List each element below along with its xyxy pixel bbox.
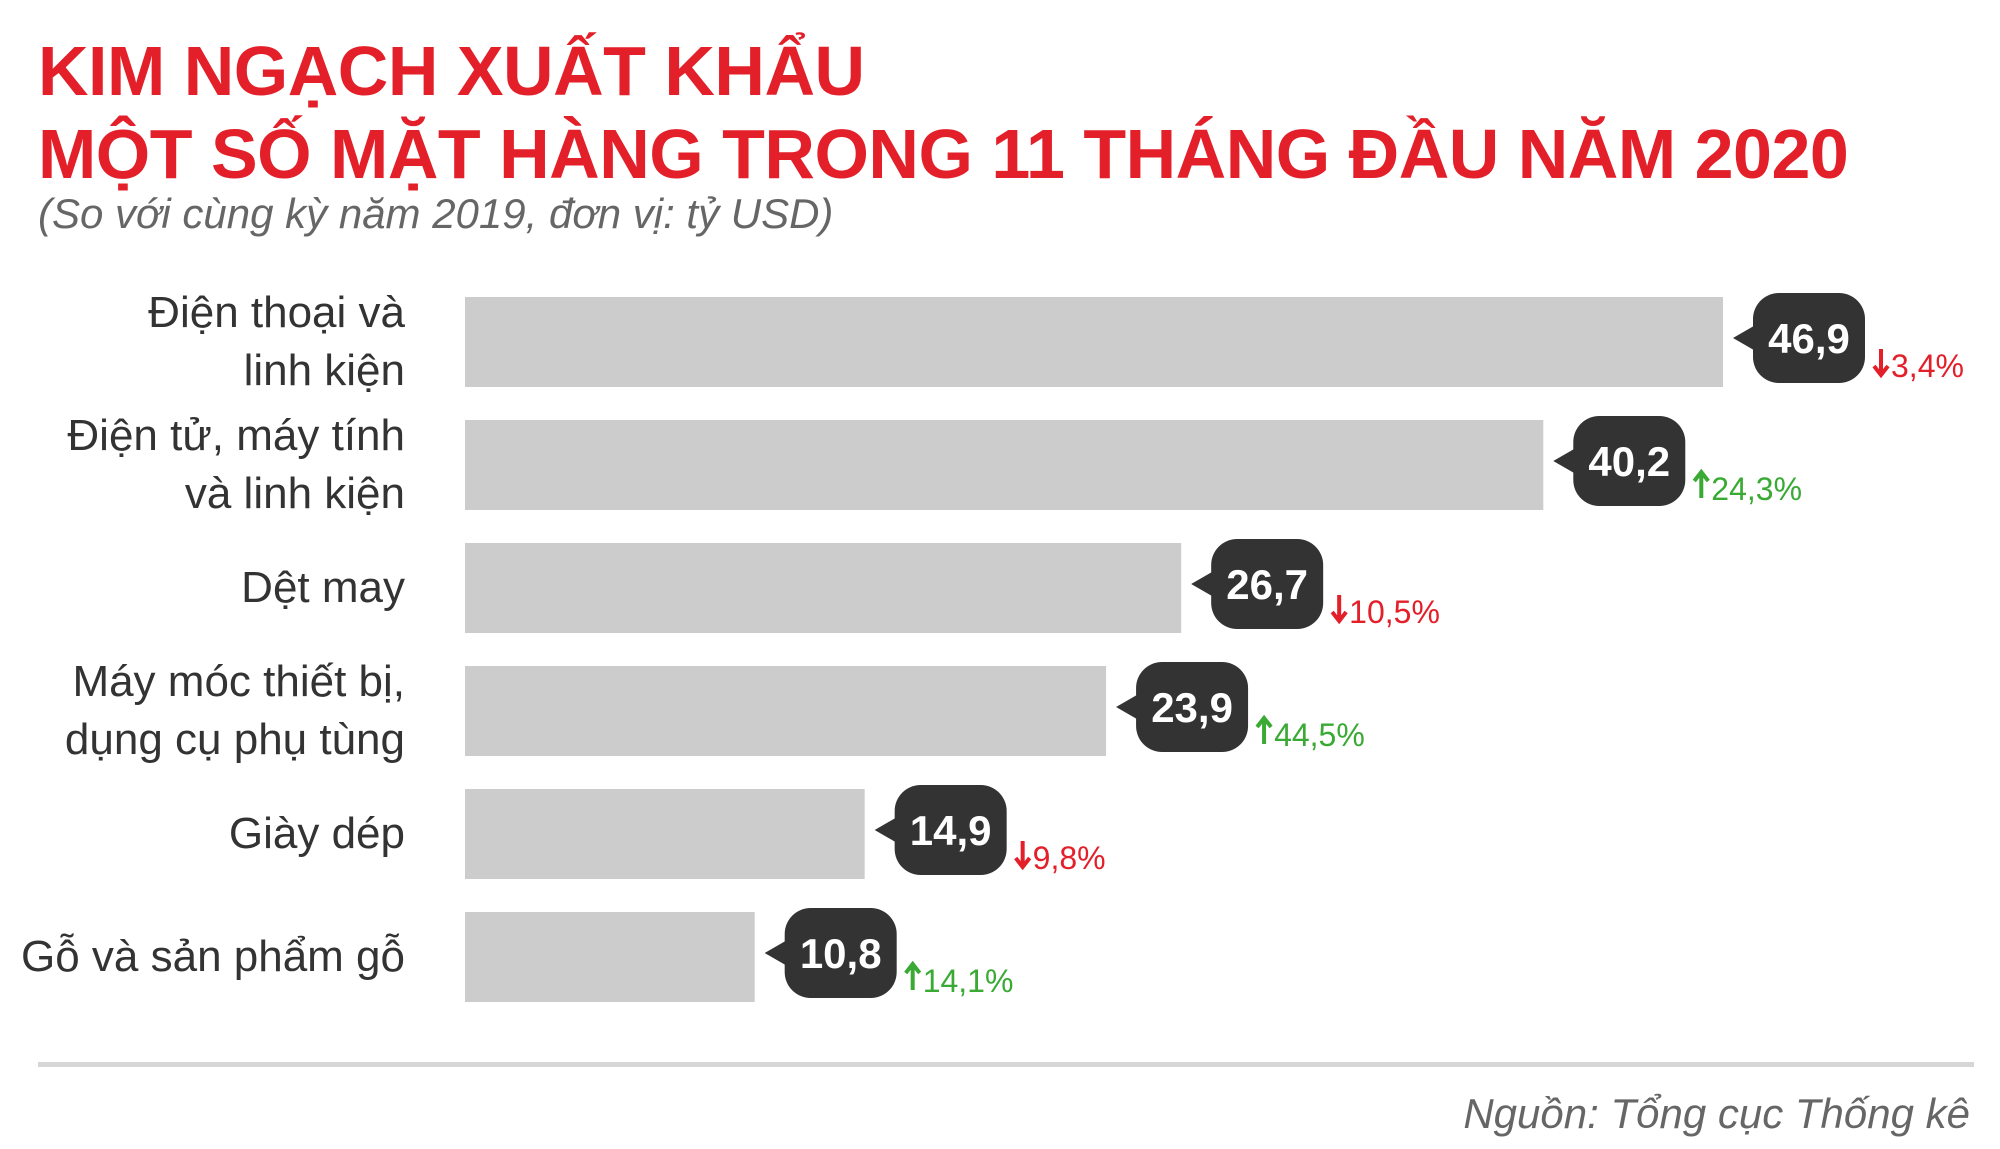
value-label: 46,9	[1768, 315, 1850, 362]
arrow-up-icon	[904, 960, 922, 990]
chart-title-line-2: MỘT SỐ MẶT HÀNG TRONG 11 THÁNG ĐẦU NĂM 2…	[38, 115, 1849, 193]
value-bubble	[1136, 662, 1249, 752]
value-label: 23,9	[1151, 684, 1233, 731]
change-label: 24,3%	[1711, 471, 1802, 507]
value-bubble-pointer	[764, 938, 791, 968]
bar	[465, 666, 1107, 756]
arrow-up-icon	[1692, 468, 1710, 498]
change-label: 3,4%	[1891, 348, 1964, 384]
category-label: Điện tử, máy tính	[67, 411, 405, 460]
change-label: 44,5%	[1274, 717, 1365, 753]
bar-chart: Điện thoại và linh kiện 46,9 3,4% Điện tử, m…	[21, 288, 1964, 1002]
value-bubble	[1573, 416, 1686, 506]
arrow-down-icon	[1330, 595, 1348, 625]
value-bubble-pointer	[1553, 446, 1580, 476]
value-label: 26,7	[1226, 561, 1308, 608]
source-note: Nguồn: Tổng cục Thống kê	[1463, 1090, 1970, 1137]
category-label: Giày dép	[229, 809, 405, 858]
value-bubble	[894, 785, 1007, 875]
value-label: 14,9	[910, 807, 992, 854]
bar	[465, 420, 1544, 510]
bar	[465, 912, 755, 1002]
value-label: 10,8	[800, 930, 882, 977]
value-bubble-pointer	[1116, 692, 1143, 722]
value-bubble	[784, 908, 897, 998]
category-label: Điện thoại và	[148, 288, 405, 337]
footer-divider	[38, 1062, 1974, 1067]
category-label: linh kiện	[244, 346, 405, 395]
change-label: 14,1%	[923, 963, 1014, 999]
change-label: 10,5%	[1349, 594, 1440, 630]
category-label: Gỗ và sản phẩm gỗ	[21, 932, 405, 981]
change-label: 9,8%	[1033, 840, 1106, 876]
category-label: dụng cụ phụ tùng	[65, 715, 405, 764]
chart-subtitle: (So với cùng kỳ năm 2019, đơn vị: tỷ USD…	[38, 190, 834, 237]
value-label: 40,2	[1588, 438, 1670, 485]
value-bubble	[1211, 539, 1324, 629]
value-bubble	[1753, 293, 1865, 383]
chart-title-line-1: KIM NGẠCH XUẤT KHẨU	[38, 32, 865, 110]
category-label: và linh kiện	[185, 469, 405, 518]
bar	[465, 789, 865, 879]
category-label: Dệt may	[241, 563, 405, 612]
arrow-down-icon	[1872, 349, 1890, 379]
arrow-down-icon	[1014, 841, 1032, 871]
chart-title: KIM NGẠCH XUẤT KHẨU MỘT SỐ MẶT HÀNG TRON…	[38, 30, 1849, 196]
bar	[465, 543, 1182, 633]
bar	[465, 297, 1723, 387]
arrow-up-icon	[1255, 714, 1273, 744]
category-label: Máy móc thiết bị,	[72, 657, 405, 706]
value-bubble-pointer	[1191, 569, 1218, 599]
value-bubble-pointer	[1733, 323, 1759, 353]
value-bubble-pointer	[874, 815, 901, 845]
